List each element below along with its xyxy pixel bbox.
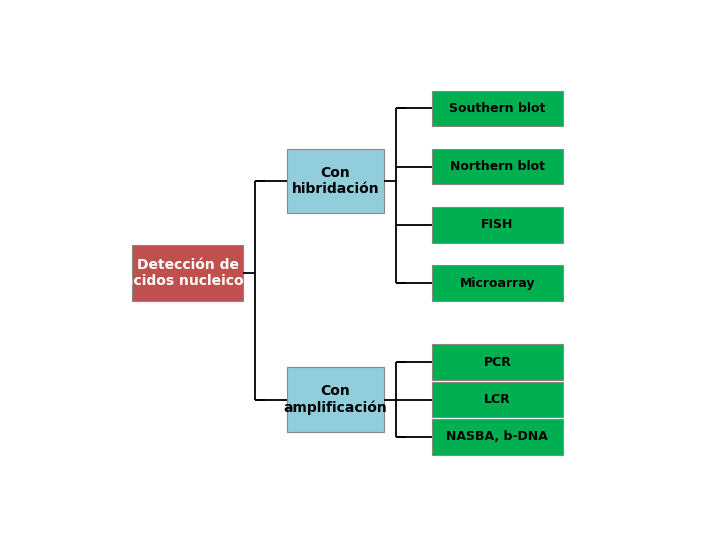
FancyBboxPatch shape <box>432 149 563 184</box>
FancyBboxPatch shape <box>287 367 384 432</box>
FancyBboxPatch shape <box>432 266 563 301</box>
Text: Northern blot: Northern blot <box>450 160 545 173</box>
FancyBboxPatch shape <box>432 345 563 380</box>
FancyBboxPatch shape <box>287 149 384 213</box>
Text: Con
hibridación: Con hibridación <box>292 166 379 197</box>
FancyBboxPatch shape <box>432 419 563 455</box>
Text: Detección de
ácidos nucleicos: Detección de ácidos nucleicos <box>124 258 251 288</box>
FancyBboxPatch shape <box>432 91 563 126</box>
FancyBboxPatch shape <box>432 207 563 242</box>
Text: PCR: PCR <box>483 356 511 369</box>
FancyBboxPatch shape <box>432 382 563 417</box>
Text: NASBA, b-DNA: NASBA, b-DNA <box>446 430 548 443</box>
Text: FISH: FISH <box>481 218 513 231</box>
Text: Microarray: Microarray <box>459 276 535 289</box>
Text: LCR: LCR <box>484 393 510 406</box>
Text: Southern blot: Southern blot <box>449 102 546 115</box>
Text: Con
amplificación: Con amplificación <box>284 384 387 415</box>
FancyBboxPatch shape <box>132 245 243 301</box>
